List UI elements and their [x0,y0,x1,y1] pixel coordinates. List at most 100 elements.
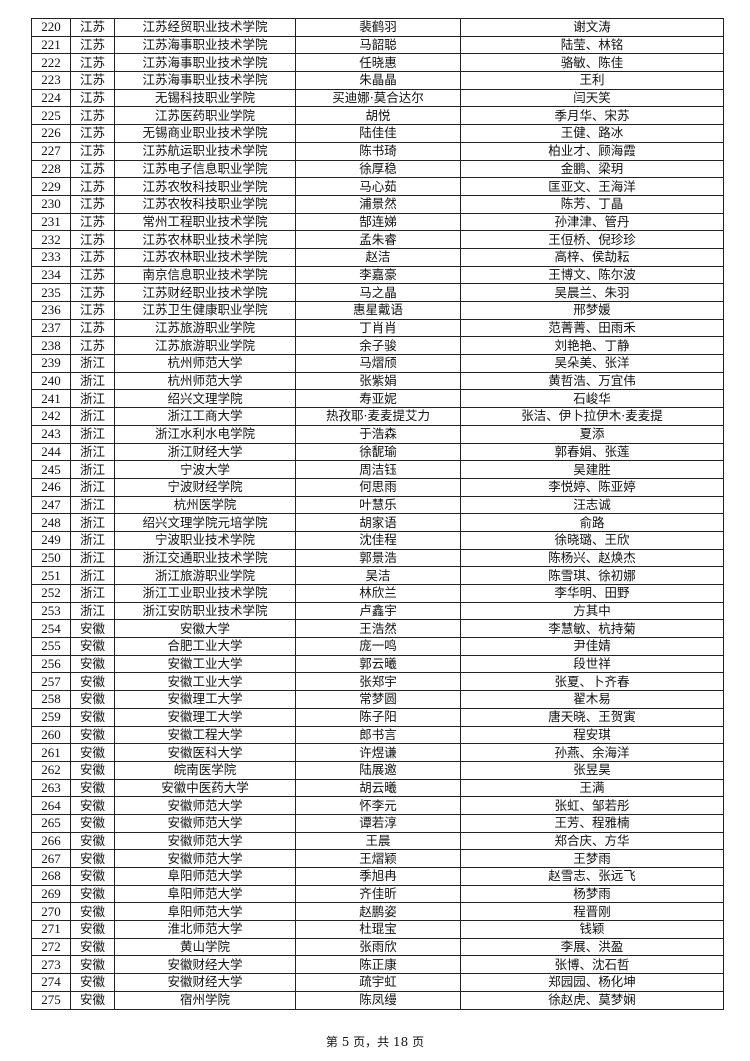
province: 浙江 [70,424,115,444]
province: 浙江 [70,477,115,497]
institution: 安徽师范大学 [114,796,296,815]
row-number: 248 [31,513,71,532]
institution: 安徽师范大学 [114,849,296,868]
student-name: 王熠颖 [295,849,461,868]
advisor-names: 汪志诚 [460,495,724,515]
institution: 淮北师范大学 [114,920,296,939]
province: 安徽 [70,707,115,727]
row-number: 225 [31,106,71,126]
row-number: 230 [31,194,71,214]
student-name: 马韶聪 [295,35,461,55]
advisor-names: 郑园园、杨化坤 [460,973,724,992]
row-number: 246 [31,477,71,497]
advisor-names: 孙津津、管丹 [460,212,724,232]
table-row: 222 江苏 江苏海事职业技术学院 任晓惠 骆敏、陈佳 [31,53,724,73]
table-row: 265 安徽 安徽师范大学 谭若淳 王芳、程雅楠 [31,813,724,833]
table-row: 271 安徽 淮北师范大学 杜琨宝 钱颖 [31,920,724,939]
student-name: 王浩然 [295,619,461,639]
row-number: 257 [31,672,71,692]
row-number: 244 [31,442,71,462]
province: 安徽 [70,902,115,922]
table-row: 247 浙江 杭州医学院 叶慧乐 汪志诚 [31,495,724,515]
advisor-names: 郑合庆、方华 [460,831,724,851]
advisor-names: 李展、洪盈 [460,937,724,957]
province: 江苏 [70,336,115,356]
institution: 黄山学院 [114,937,296,957]
table-row: 225 江苏 江苏医药职业学院 胡悦 季月华、宋苏 [31,106,724,126]
row-number: 242 [31,407,71,426]
table-row: 227 江苏 江苏航运职业技术学院 陈书琦 柏业才、顾海霞 [31,141,724,161]
student-name: 丁肖肖 [295,318,461,338]
institution: 阜阳师范大学 [114,867,296,886]
institution: 江苏经贸职业技术学院 [114,18,296,37]
table-row: 268 安徽 阜阳师范大学 季旭冉 赵雪志、张远飞 [31,867,724,886]
institution: 安徽医科大学 [114,743,296,762]
advisor-names: 吴建胜 [460,460,724,479]
institution: 江苏旅游职业学院 [114,336,296,356]
advisor-names: 钱颖 [460,920,724,939]
row-number: 234 [31,265,71,285]
advisor-names: 程晋刚 [460,902,724,922]
province: 安徽 [70,831,115,851]
advisor-names: 郭春娟、张莲 [460,442,724,462]
student-name: 陈凤缦 [295,990,461,1010]
institution: 江苏电子信息职业学院 [114,159,296,179]
row-number: 245 [31,460,71,479]
table-row: 233 江苏 江苏农林职业技术学院 赵洁 高梓、侯劼耘 [31,247,724,267]
province: 浙江 [70,407,115,426]
province: 浙江 [70,566,115,585]
advisor-names: 赵雪志、张远飞 [460,867,724,886]
advisor-names: 李悦婷、陈亚婷 [460,477,724,497]
student-name: 惠星戴语 [295,301,461,320]
institution: 绍兴文理学院 [114,389,296,409]
institution: 江苏农牧科技职业学院 [114,194,296,214]
institution: 宿州学院 [114,990,296,1010]
row-number: 224 [31,88,71,108]
advisor-names: 李慧敏、杭持菊 [460,619,724,639]
student-name: 朱晶晶 [295,71,461,90]
advisor-names: 匡亚文、王海洋 [460,177,724,196]
province: 江苏 [70,53,115,73]
table-row: 274 安徽 安徽财经大学 疏宇虹 郑园园、杨化坤 [31,973,724,992]
table-row: 251 浙江 浙江旅游职业学院 吴洁 陈雪琪、徐初娜 [31,566,724,585]
student-name: 陆佳佳 [295,124,461,143]
row-number: 266 [31,831,71,851]
table-row: 239 浙江 杭州师范大学 马熠颀 吴朵美、张洋 [31,354,724,373]
table-row: 229 江苏 江苏农牧科技职业学院 马心茹 匡亚文、王海洋 [31,177,724,196]
table-row: 248 浙江 绍兴文理学院元培学院 胡家语 俞路 [31,513,724,532]
institution: 无锡科技职业学院 [114,88,296,108]
institution: 江苏医药职业学院 [114,106,296,126]
table-row: 275 安徽 宿州学院 陈凤缦 徐赵虎、莫梦娴 [31,990,724,1010]
table-row: 245 浙江 宁波大学 周洁钰 吴建胜 [31,460,724,479]
province: 安徽 [70,973,115,992]
student-name: 陈子阳 [295,707,461,727]
table-row: 262 安徽 皖南医学院 陆展邀 张昱昊 [31,760,724,780]
advisor-names: 孙燕、余海洋 [460,743,724,762]
row-number: 274 [31,973,71,992]
institution: 宁波职业技术学院 [114,530,296,550]
row-number: 229 [31,177,71,196]
advisor-names: 张夏、卜齐春 [460,672,724,692]
advisor-names: 徐晓璐、王欣 [460,530,724,550]
advisor-names: 王利 [460,71,724,90]
institution: 江苏农林职业技术学院 [114,247,296,267]
row-number: 247 [31,495,71,515]
province: 江苏 [70,141,115,161]
advisor-names: 俞路 [460,513,724,532]
advisor-names: 陈雪琪、徐初娜 [460,566,724,585]
table-row: 224 江苏 无锡科技职业学院 买迪娜·莫合达尔 闫天笑 [31,88,724,108]
institution: 常州工程职业技术学院 [114,212,296,232]
award-table: 220 江苏 江苏经贸职业技术学院 裴鹤羽 谢文涛 221 江苏 江苏海事职业技术学院 马韶聪陆… [31,18,724,1010]
table-row: 221 江苏 江苏海事职业技术学院 马韶聪 陆莹、林铭 [31,35,724,55]
institution: 浙江水利水电学院 [114,424,296,444]
institution: 江苏海事职业技术学院 [114,71,296,90]
advisor-names: 尹佳婧 [460,637,724,656]
advisor-names: 程安琪 [460,725,724,745]
row-number: 269 [31,884,71,904]
table-row: 261 安徽 安徽医科大学 许煜谦 孙燕、余海洋 [31,743,724,762]
student-name: 胡悦 [295,106,461,126]
advisor-names: 陈杨兴、赵焕杰 [460,548,724,568]
row-number: 228 [31,159,71,179]
province: 浙江 [70,513,115,532]
province: 江苏 [70,194,115,214]
